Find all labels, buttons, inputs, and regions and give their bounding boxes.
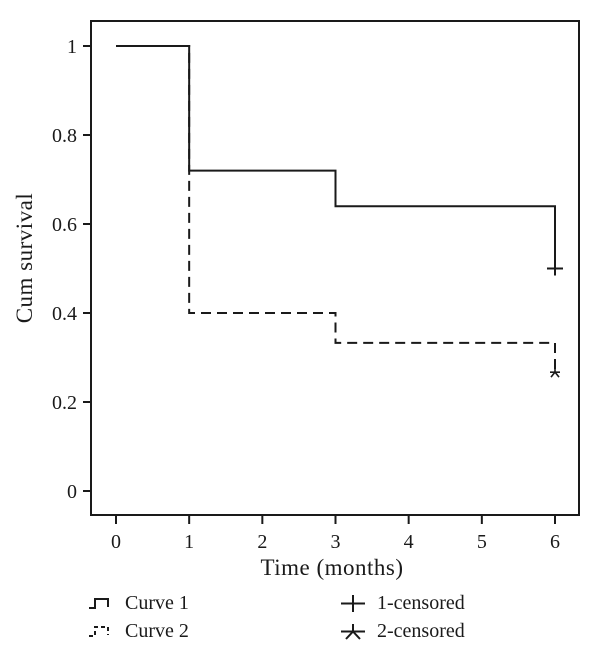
censored-marker-star	[550, 366, 560, 378]
dashed-step-line-icon	[89, 626, 109, 637]
plus-marker-icon	[341, 594, 365, 612]
y-tick-label: 1	[67, 36, 77, 58]
legend-label: Curve 1	[125, 591, 189, 614]
x-tick-label: 3	[331, 531, 341, 553]
plot-border	[90, 20, 580, 516]
legend-label: Curve 2	[125, 619, 189, 642]
legend-item-curve-1: Curve 1	[88, 592, 189, 614]
x-axis-title: Time (months)	[260, 555, 404, 580]
x-tick-label: 1	[184, 531, 194, 553]
legend-label: 2-censored	[377, 619, 465, 642]
legend-item-2-censored: 2-censored	[340, 620, 465, 642]
survival-curve-2	[116, 45, 556, 373]
y-tick-label: 0.4	[52, 303, 77, 325]
y-tick-label: 0.2	[52, 392, 77, 414]
y-tick-label: 0.8	[52, 125, 77, 147]
censored-marker-plus	[547, 261, 563, 276]
legend-item-curve-2: Curve 2	[88, 620, 189, 642]
x-tick-label: 2	[257, 531, 267, 553]
x-tick-label: 0	[111, 531, 121, 553]
y-axis-title: Cum survival	[12, 192, 37, 324]
solid-step-line-icon	[89, 598, 109, 609]
x-tick-label: 5	[477, 531, 487, 553]
survival-curve-1	[116, 45, 556, 269]
y-tick-label: 0	[67, 481, 77, 503]
x-tick-label: 4	[404, 531, 414, 553]
legend-label: 1-censored	[377, 591, 465, 614]
legend-item-1-censored: 1-censored	[340, 592, 465, 614]
star-marker-icon	[341, 623, 365, 640]
y-tick-label: 0.6	[52, 214, 77, 236]
x-tick-label: 6	[550, 531, 560, 553]
